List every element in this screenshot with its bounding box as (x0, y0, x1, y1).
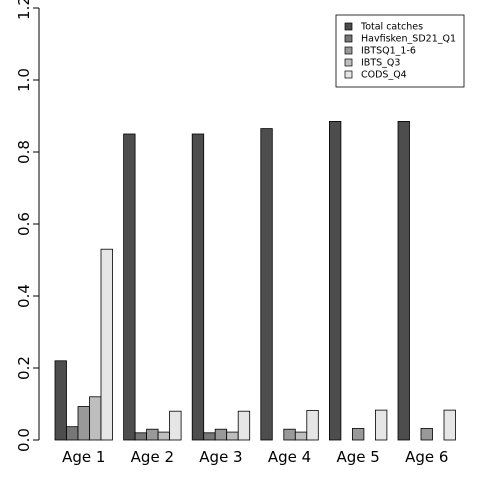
x-axis-labels: Age 1 Age 2 Age 3 Age 4 Age 5 Age 6 (62, 448, 448, 466)
y-tick-label: 0.2 (15, 356, 33, 380)
legend-item: Havfisken_SD21_Q1 (344, 34, 456, 45)
x-tick-label: Age 5 (336, 448, 379, 466)
legend-label: IBTS_Q3 (361, 58, 400, 69)
bar-group (54, 248, 113, 441)
bar-group (191, 133, 251, 441)
y-tick-label: 1.2 (15, 0, 33, 20)
y-tick-label: 1.0 (15, 68, 33, 92)
legend-label: IBTSQ1_1-6 (361, 46, 416, 57)
bar (237, 410, 251, 441)
bar (260, 128, 273, 441)
legend-item: IBTS_Q3 (344, 58, 400, 69)
bar-group (123, 133, 182, 441)
legend-label: Total catches (360, 22, 423, 33)
bar (351, 428, 365, 441)
x-tick-label: Age 2 (131, 448, 174, 466)
bar (397, 121, 410, 441)
bar (306, 410, 319, 441)
legend-swatch (344, 34, 353, 43)
x-tick-label: Age 6 (405, 448, 448, 466)
y-tick-label: 0.6 (15, 212, 33, 236)
legend-label: Havfisken_SD21_Q1 (361, 34, 456, 45)
bar (374, 409, 388, 441)
legend: Total catchesHavfisken_SD21_Q1IBTSQ1_1-6… (335, 14, 465, 88)
legend-item: IBTSQ1_1-6 (344, 46, 416, 57)
x-tick-label: Age 1 (62, 448, 105, 466)
legend-item: Total catches (344, 22, 423, 33)
bars (54, 121, 456, 441)
bar (100, 248, 113, 441)
bar (169, 410, 182, 441)
bar (134, 432, 148, 441)
y-axis: 0.0 0.2 0.4 0.6 0.8 1.0 1.2 (15, 0, 40, 452)
y-tick-label: 0.4 (15, 284, 33, 308)
bar (54, 360, 67, 441)
legend-item: CODS_Q4 (344, 70, 407, 81)
legend-swatch (344, 70, 353, 79)
legend-swatch (344, 46, 353, 55)
bar (123, 133, 136, 441)
bar-group (260, 128, 319, 441)
y-tick-label: 0.0 (15, 428, 33, 452)
y-tick-label: 0.8 (15, 140, 33, 164)
bar (443, 409, 456, 441)
legend-label: CODS_Q4 (361, 70, 407, 81)
x-tick-label: Age 3 (199, 448, 242, 466)
bar (328, 121, 342, 441)
bar (294, 431, 308, 441)
legend-swatch (344, 22, 353, 31)
bar (203, 432, 216, 441)
legend-box (335, 14, 465, 88)
bar (146, 428, 159, 441)
bar (214, 428, 228, 441)
bar (420, 428, 433, 441)
bar (66, 426, 79, 441)
bar (226, 431, 239, 441)
bar-group (328, 121, 388, 441)
legend-swatch (344, 58, 353, 67)
bar (157, 431, 171, 441)
bar (77, 406, 90, 441)
bar (283, 428, 296, 441)
bar (191, 133, 205, 441)
bar (89, 396, 102, 441)
bar-group (397, 121, 456, 441)
x-tick-label: Age 4 (268, 448, 311, 466)
